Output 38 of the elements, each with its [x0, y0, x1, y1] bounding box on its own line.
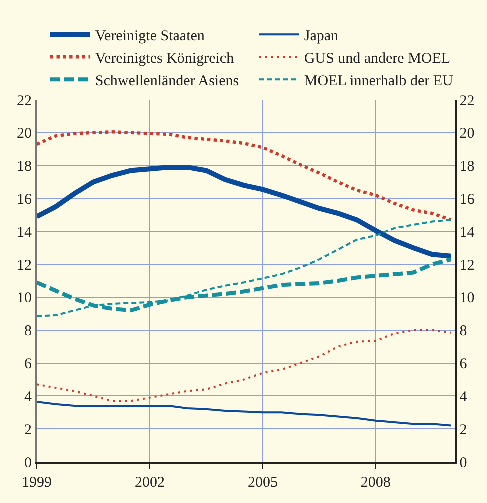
- legend-label: GUS und andere MOEL: [304, 50, 451, 67]
- legend-label: Schwellenländer Asiens: [95, 73, 240, 90]
- x-tick-label: 2008: [360, 474, 391, 491]
- legend-label: Vereinigtes Königreich: [95, 50, 235, 67]
- y2-tick-label: 16: [460, 192, 476, 208]
- x-tick-label: 2005: [248, 474, 278, 491]
- y2-tick-label: 0: [460, 455, 468, 472]
- y2-tick-label: 10: [460, 290, 475, 307]
- y-tick-label: 22: [17, 93, 32, 110]
- y-tick-label: 20: [17, 126, 32, 142]
- x-tick-label: 1999: [22, 474, 52, 491]
- legend-label: MOEL innerhalb der EU: [304, 73, 454, 90]
- y-tick-label: 2: [24, 422, 32, 438]
- y-tick-label: 6: [24, 356, 32, 373]
- line-series: [37, 219, 452, 318]
- y-tick-label: 8: [24, 324, 32, 340]
- line-series: [37, 400, 452, 427]
- y2-tick-label: 6: [460, 356, 468, 373]
- y-tick-label: 14: [17, 224, 32, 241]
- y-tick-label: 10: [17, 290, 32, 307]
- y2-tick-label: 2: [460, 422, 468, 438]
- y-tick-label: 12: [17, 258, 32, 274]
- y2-tick-label: 4: [460, 389, 468, 406]
- y-tick-label: 16: [17, 192, 32, 208]
- legend-label: Japan: [304, 28, 340, 44]
- y2-tick-label: 8: [460, 324, 468, 340]
- y2-tick-label: 20: [460, 126, 475, 142]
- y-tick-label: 18: [17, 159, 32, 176]
- line-series: [37, 130, 453, 222]
- y2-tick-label: 18: [460, 159, 475, 176]
- x-tick-label: 2002: [134, 474, 165, 491]
- y2-tick-label: 12: [460, 258, 475, 274]
- y2-tick-label: 14: [460, 224, 476, 241]
- y-tick-label: 0: [24, 455, 32, 472]
- y2-tick-label: 22: [460, 93, 475, 110]
- legend-label: Vereinigte Staaten: [95, 28, 206, 44]
- y-tick-label: 4: [24, 389, 32, 406]
- line-series: [37, 329, 452, 402]
